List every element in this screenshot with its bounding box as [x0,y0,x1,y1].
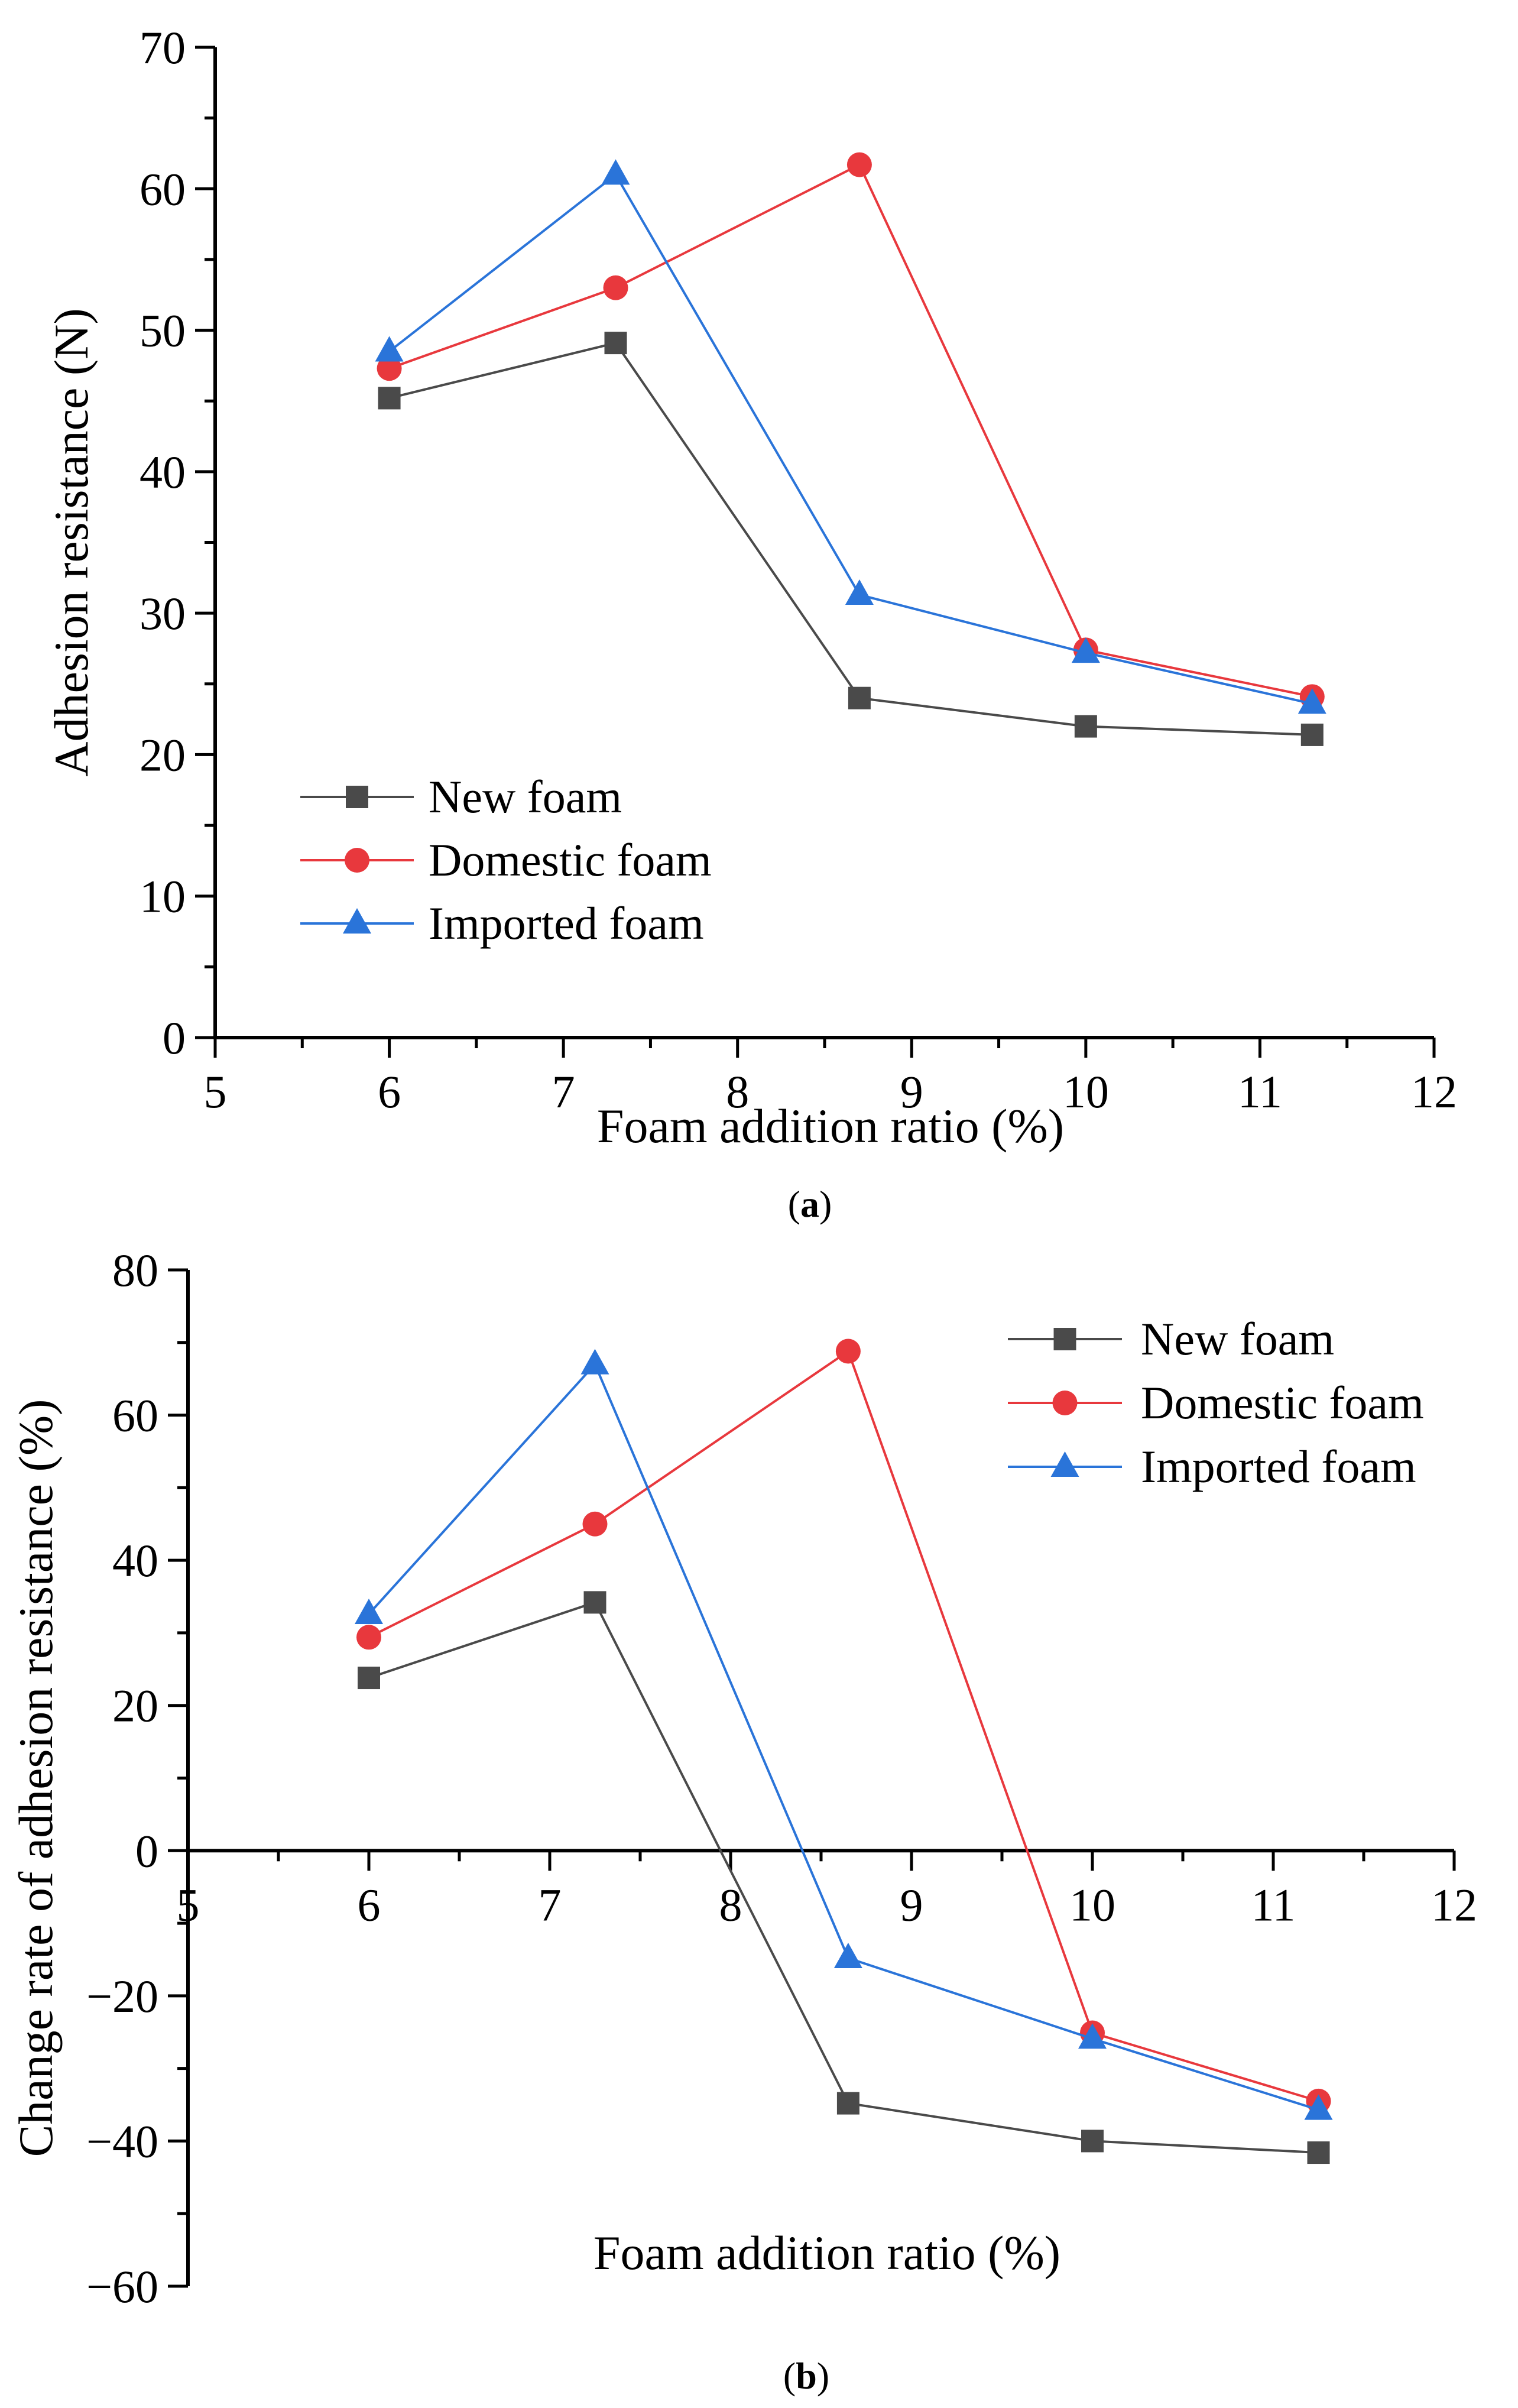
series-imported-foam [375,159,1326,714]
series-point-square [604,332,627,355]
series-point-square [836,2092,859,2115]
legend-label: Domestic foam [429,834,712,886]
series-point-circle [582,1511,608,1537]
y-tick-label: 20 [140,729,186,780]
series-new-foam [378,332,1324,746]
series-point-triangle [343,908,371,934]
y-tick-label: −60 [86,2261,158,2312]
series-point-triangle [845,579,874,605]
series-point-circle [356,1625,381,1650]
series-point-circle [835,1339,861,1364]
x-tick-label: 10 [1069,1879,1115,1930]
series-point-circle [1052,1391,1078,1415]
x-tick-label: 7 [539,1879,562,1930]
x-tick-label: 9 [900,1879,923,1930]
legend-item: Domestic foam [300,834,712,886]
series-point-circle [345,848,369,873]
x-tick-label: 11 [1238,1066,1282,1117]
x-tick-label: 12 [1411,1066,1457,1117]
legend-item: Imported foam [300,897,704,949]
y-tick-label: −20 [86,1971,158,2022]
legend-label: Imported foam [429,897,704,949]
legend-label: New foam [1141,1313,1334,1365]
caption-paren: ( [783,2355,796,2397]
panel-a-chart: 5 6 7 8 9 10 11 12 0 10 20 30 40 50 60 70 Foam addition … [44,22,1457,1225]
series-new-foam [358,1591,1330,2164]
y-tick-label: 0 [135,1825,158,1877]
y-tick-label: 70 [140,22,186,73]
series-point-circle [603,275,628,300]
series-point-square [346,786,368,808]
y-tick-label: 60 [140,163,186,215]
caption-letter: a [800,1183,819,1225]
caption-paren: ) [817,2355,829,2397]
legend-item: New foam [300,771,622,822]
caption-paren: ) [819,1183,832,1225]
panel-caption: (b) [783,2355,829,2397]
x-axis-title: Foam addition ratio (%) [597,1099,1064,1153]
series-point-triangle [1078,2023,1107,2049]
y-tick-label: 80 [112,1244,158,1296]
legend-label: New foam [429,771,622,822]
series-point-circle [846,152,872,177]
y-tick-label: 40 [112,1535,158,1586]
x-axis-title: Foam addition ratio (%) [593,2226,1060,2280]
y-axis-title: Adhesion resistance (N) [44,308,98,776]
series-point-square [1081,2130,1104,2153]
x-tick-label: 11 [1251,1879,1295,1930]
series-point-triangle [1304,2094,1333,2120]
y-tick-label: 10 [140,871,186,922]
x-tick-label: 8 [726,1066,749,1117]
y-tick-label: 40 [140,446,186,498]
series-point-triangle [1050,1451,1079,1477]
panel-caption: (a) [788,1183,832,1225]
x-tick-label: 9 [900,1066,923,1117]
y-tick-label: 20 [112,1680,158,1732]
y-tick-label: 60 [112,1390,158,1441]
series-point-square [1300,723,1324,746]
legend: New foam Domestic foam Imported foam [300,771,712,949]
x-tick-label: 12 [1431,1879,1477,1930]
series-point-triangle [833,1943,862,1969]
legend-item: Domestic foam [1008,1377,1424,1428]
series-point-triangle [375,336,404,362]
x-tick-label: 6 [358,1879,381,1930]
series-point-square [1074,715,1097,738]
legend-item: New foam [1008,1313,1334,1365]
series-point-triangle [580,1349,609,1375]
y-axis-title: Change rate of adhesion resistance (%) [9,1399,63,2157]
y-tick-label: 0 [163,1012,186,1064]
caption-letter: b [796,2355,817,2397]
series-point-square [1053,1328,1076,1350]
x-tick-label: 7 [552,1066,575,1117]
series-point-square [848,686,871,709]
series-point-square [378,387,401,410]
y-tick-label: 30 [140,588,186,639]
series-point-square [1307,2141,1330,2164]
series-point-triangle [601,159,630,185]
series-point-square [583,1591,606,1614]
x-tick-label: 5 [204,1066,227,1117]
y-tick-label: −40 [86,2115,158,2167]
series-point-triangle [1071,637,1100,663]
series-point-circle [377,356,402,381]
legend-label: Imported foam [1141,1441,1416,1492]
x-tick-label: 10 [1063,1066,1109,1117]
series-imported-foam [355,1349,1333,2120]
legend-item: Imported foam [1008,1441,1416,1492]
series-point-triangle [1298,688,1326,714]
x-tick-label: 6 [378,1066,401,1117]
caption-paren: ( [788,1183,800,1225]
y-tick-label: 50 [140,305,186,356]
series-point-triangle [355,1599,383,1625]
legend: New foam Domestic foam Imported foam [1008,1313,1424,1492]
series-point-square [358,1667,380,1690]
legend-label: Domestic foam [1141,1377,1424,1428]
